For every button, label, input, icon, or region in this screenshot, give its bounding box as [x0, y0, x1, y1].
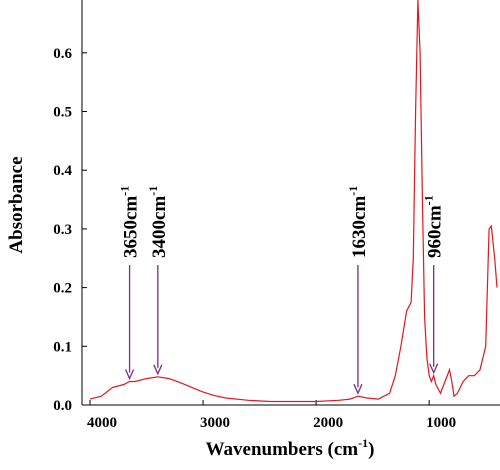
annotation-label: 3650cm-1 [118, 186, 142, 258]
annotation-text: 3650cm [121, 196, 142, 258]
y-tick-label: 0.0 [53, 398, 72, 414]
annotation-sup: -1 [118, 186, 132, 196]
spectrum-line [89, 0, 498, 403]
annotation-text: 960cm [425, 205, 446, 258]
annotation-text: 3400cm [149, 196, 170, 258]
annotation-text: 1630cm [349, 196, 370, 258]
annotation-label: 3400cm-1 [146, 186, 170, 258]
y-tick-label: 0.5 [53, 105, 72, 121]
x-tick-label: 1000 [426, 415, 456, 431]
y-axis-label: Absorbance [6, 156, 27, 253]
x-tick-label: 4000 [87, 415, 117, 431]
y-tick-label: 0.3 [53, 222, 72, 238]
y-tick-label: 0.2 [53, 281, 72, 297]
annotation-arrowhead [353, 383, 363, 395]
x-tick-label: 3000 [200, 415, 230, 431]
x-tick-label: 2000 [313, 415, 343, 431]
annotation-label: 1630cm-1 [346, 186, 370, 258]
annotation-sup: -1 [422, 195, 436, 205]
annotation-arrowhead [429, 363, 439, 375]
y-tick-label: 0.6 [53, 46, 72, 62]
annotation-arrowhead [153, 364, 163, 376]
y-tick-label: 0.4 [53, 163, 72, 179]
x-axis-label-text: Wavenumbers (cm [206, 439, 359, 460]
x-axis-label-sup: -1 [358, 436, 368, 450]
x-axis-label: Wavenumbers (cm-1) [206, 436, 375, 460]
x-axis-label-tail: ) [368, 439, 374, 460]
annotation-label: 960cm-1 [422, 195, 446, 258]
annotation-sup: -1 [346, 186, 360, 196]
y-tick-label: 0.1 [53, 339, 72, 355]
annotation-sup: -1 [146, 186, 160, 196]
annotation-arrowhead [124, 369, 135, 381]
